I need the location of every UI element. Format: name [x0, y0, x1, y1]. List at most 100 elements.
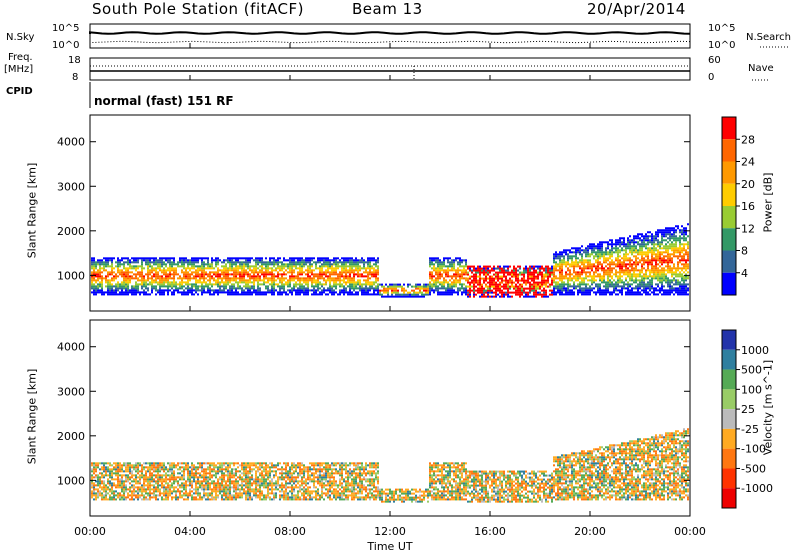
- data-cell: [491, 295, 493, 298]
- data-cell: [93, 275, 95, 278]
- data-cell: [375, 275, 377, 278]
- data-cell: [625, 265, 627, 268]
- data-cell: [285, 263, 287, 266]
- data-cell: [635, 293, 637, 296]
- data-cell: [305, 287, 307, 290]
- data-cell: [167, 279, 169, 282]
- data-cell: [363, 283, 365, 286]
- data-cell: [281, 287, 283, 290]
- data-cell: [361, 273, 363, 276]
- data-cell: [635, 291, 637, 294]
- data-cell: [131, 289, 133, 292]
- data-cell: [135, 283, 137, 286]
- data-cell: [181, 263, 183, 266]
- data-cell: [439, 269, 441, 272]
- data-cell: [617, 293, 619, 296]
- data-cell: [611, 247, 613, 250]
- data-cell: [229, 261, 231, 264]
- data-cell: [507, 293, 509, 296]
- data-cell: [541, 295, 543, 298]
- data-cell: [585, 267, 587, 270]
- data-cell: [679, 271, 681, 274]
- data-cell: [97, 259, 99, 262]
- data-cell: [613, 283, 615, 286]
- data-cell: [491, 291, 493, 294]
- data-cell: [91, 267, 93, 270]
- data-cell: [663, 229, 665, 232]
- data-cell: [115, 484, 117, 487]
- data-cell: [623, 237, 625, 240]
- data-cell: [687, 275, 689, 278]
- data-cell: [607, 279, 609, 282]
- data-cell: [295, 265, 297, 268]
- data-cell: [429, 285, 431, 288]
- data-cell: [489, 295, 491, 298]
- data-cell: [603, 291, 605, 294]
- data-cell: [271, 269, 273, 272]
- data-cell: [293, 287, 295, 290]
- data-cell: [515, 277, 517, 280]
- data-cell: [639, 239, 641, 242]
- data-cell: [105, 261, 107, 264]
- data-cell: [377, 261, 379, 264]
- data-cell: [99, 484, 101, 487]
- data-cell: [123, 291, 125, 294]
- data-cell: [267, 291, 269, 294]
- data-cell: [291, 271, 293, 274]
- data-cell: [685, 275, 687, 278]
- data-cell: [611, 277, 613, 280]
- data-cell: [437, 289, 439, 292]
- data-cell: [563, 257, 565, 260]
- data-cell: [257, 271, 259, 274]
- data-cell: [685, 293, 687, 296]
- data-cell: [153, 492, 155, 495]
- data-cell: [603, 253, 605, 256]
- data-cell: [187, 261, 189, 264]
- data-cell: [661, 253, 663, 256]
- data-cell: [485, 295, 487, 298]
- data-cell: [191, 285, 193, 288]
- data-cell: [311, 285, 313, 288]
- data-cell: [283, 287, 285, 290]
- data-cell: [663, 273, 665, 276]
- data-cell: [467, 293, 469, 296]
- data-cell: [353, 285, 355, 288]
- data-cell: [107, 259, 109, 262]
- data-cell: [341, 291, 343, 294]
- data-cell: [195, 257, 197, 260]
- data-cell: [435, 271, 437, 274]
- ytick-label: 2000: [57, 225, 85, 238]
- data-cell: [161, 293, 163, 296]
- data-cell: [521, 279, 523, 282]
- data-cell: [347, 285, 349, 288]
- data-cell: [159, 277, 161, 280]
- data-cell: [111, 464, 113, 467]
- data-cell: [129, 281, 131, 284]
- data-cell: [273, 265, 275, 268]
- data-cell: [567, 269, 569, 272]
- data-cell: [139, 275, 141, 278]
- data-cell: [187, 291, 189, 294]
- data-cell: [583, 269, 585, 272]
- ytick-label: 3000: [57, 180, 85, 193]
- data-cell: [95, 281, 97, 284]
- data-cell: [333, 281, 335, 284]
- data-cell: [227, 261, 229, 264]
- data-cell: [227, 283, 229, 286]
- data-cell: [455, 291, 457, 294]
- data-cell: [479, 279, 481, 282]
- data-cell: [453, 261, 455, 264]
- data-cell: [669, 231, 671, 234]
- data-cell: [183, 263, 185, 266]
- data-cell: [563, 283, 565, 286]
- data-cell: [535, 275, 537, 278]
- data-cell: [155, 496, 157, 499]
- data-cell: [281, 279, 283, 282]
- data-cell: [127, 287, 129, 290]
- data-cell: [583, 267, 585, 270]
- data-cell: [481, 277, 483, 280]
- data-cell: [221, 285, 223, 288]
- data-cell: [363, 289, 365, 292]
- data-cell: [125, 279, 127, 282]
- data-cell: [249, 287, 251, 290]
